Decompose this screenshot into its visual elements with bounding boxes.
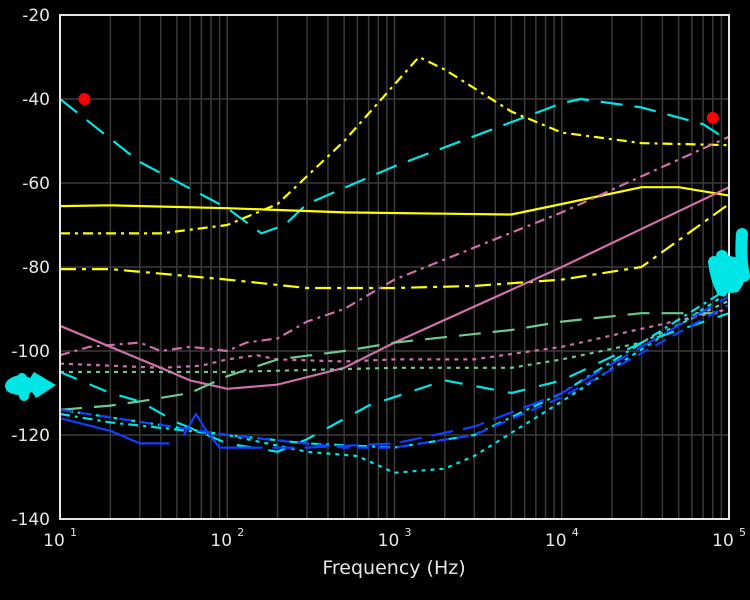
red-markers <box>78 93 719 124</box>
series-pink-dashdot <box>59 135 730 357</box>
hand-drawn-scribble-fill <box>712 255 747 293</box>
y-tick-label: -80 <box>22 258 50 278</box>
y-tick-label: -40 <box>22 90 50 110</box>
series-cyan-medium-dash <box>59 312 730 453</box>
red-dot-marker <box>78 93 91 105</box>
x-axis-title: Frequency (Hz) <box>322 557 465 579</box>
annotations <box>5 228 750 401</box>
series-pink-solid <box>59 186 730 390</box>
data-series <box>59 55 730 474</box>
x-tick-exponent: 3 <box>405 526 412 539</box>
x-tick-label: 10 <box>545 531 567 551</box>
y-tick-label: -120 <box>11 426 50 446</box>
y-tick-label: -20 <box>22 6 50 26</box>
series-green-long-dash <box>59 312 729 411</box>
x-tick-label: 10 <box>712 531 734 551</box>
series-blue-long-dash <box>240 295 730 449</box>
series-yellow-solid <box>59 186 730 216</box>
series-blue-spike <box>182 412 241 449</box>
x-tick-exponent: 5 <box>739 526 746 539</box>
series-blue-dash <box>59 303 730 449</box>
x-tick-exponent: 4 <box>572 526 579 539</box>
y-tick-label: -140 <box>11 510 50 530</box>
red-dot-marker <box>706 111 719 124</box>
series-yellow-dashdot-lower <box>60 203 730 290</box>
series-yellow-dashdot-peak <box>60 55 730 235</box>
series-pink-dotted <box>59 307 730 369</box>
y-axis-tick-labels: -20 -40 -60 -80 -100 -120 -140 <box>11 6 50 530</box>
x-tick-exponent: 2 <box>237 526 244 539</box>
series-blue-solid <box>59 417 170 445</box>
hand-drawn-arrow-stroke <box>17 373 30 401</box>
series-cyan-long-dash-upper <box>59 97 730 235</box>
y-tick-label: -100 <box>11 342 50 362</box>
series-green-dotted <box>60 299 730 374</box>
y-tick-label: -60 <box>22 174 50 194</box>
x-tick-label: 10 <box>43 531 65 551</box>
x-tick-exponent: 1 <box>70 526 77 539</box>
hand-drawn-arrow-icon <box>5 372 56 398</box>
x-tick-label: 10 <box>210 531 232 551</box>
x-axis-tick-labels: 10 1 10 2 10 3 10 4 10 5 <box>43 526 746 551</box>
x-tick-label: 10 <box>378 531 400 551</box>
grid-lines <box>60 15 729 519</box>
